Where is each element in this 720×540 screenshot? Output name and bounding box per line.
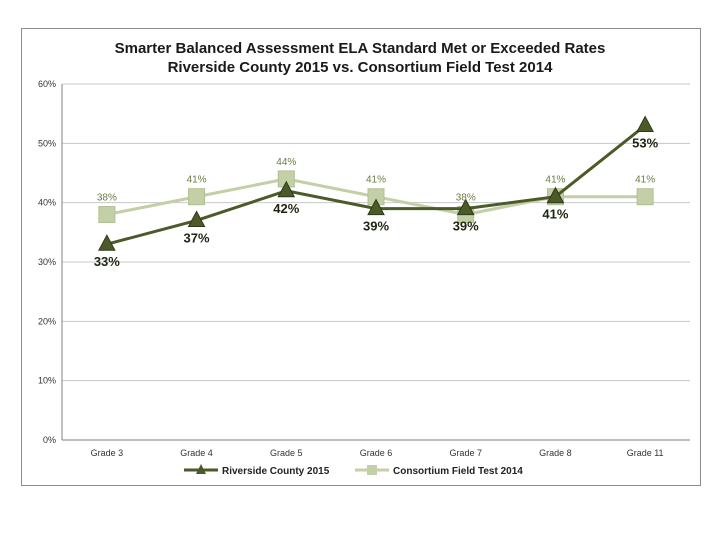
legend: Riverside County 2015 Consortium Field Te… xyxy=(184,464,523,477)
y-tick-label: 40% xyxy=(38,198,56,208)
legend-label-consortium: Consortium Field Test 2014 xyxy=(393,466,523,477)
x-tick-label: Grade 4 xyxy=(180,448,213,458)
x-tick-label: Grade 6 xyxy=(360,448,393,458)
point-riverside xyxy=(456,198,475,216)
chart-subtitle: Riverside County 2015 vs. Consortium Fie… xyxy=(168,59,554,76)
data-label-consortium: 44% xyxy=(276,157,296,168)
point-riverside xyxy=(187,210,206,227)
x-tick-label: Grade 5 xyxy=(270,448,303,458)
point-riverside xyxy=(636,115,654,133)
point-consortium xyxy=(188,188,206,206)
y-tick-label: 0% xyxy=(43,435,56,445)
x-tick-label: Grade 7 xyxy=(449,448,482,458)
data-label-consortium: 41% xyxy=(366,175,386,186)
gridlines xyxy=(61,83,690,441)
data-label-riverside: 39% xyxy=(363,219,389,234)
legend-marker-consortium xyxy=(367,465,377,475)
y-tick-label: 30% xyxy=(38,257,56,267)
point-consortium xyxy=(636,188,654,206)
data-label-riverside: 42% xyxy=(273,201,299,216)
data-label-riverside: 33% xyxy=(94,254,120,269)
data-label-riverside: 37% xyxy=(184,230,210,245)
y-tick-label: 20% xyxy=(38,316,56,326)
data-label-consortium: 38% xyxy=(97,193,117,204)
x-tick-label: Grade 3 xyxy=(91,448,124,458)
point-riverside xyxy=(546,186,565,204)
point-consortium xyxy=(98,206,116,224)
point-riverside xyxy=(277,180,296,198)
y-tick-label: 50% xyxy=(38,138,56,148)
data-label-consortium: 41% xyxy=(635,175,655,186)
x-tick-label: Grade 11 xyxy=(627,448,664,458)
legend-marker-riverside xyxy=(196,464,206,474)
x-tick-label: Grade 8 xyxy=(539,448,572,458)
data-label-consortium: 41% xyxy=(187,175,207,186)
x-axis-ticks: Grade 3 Grade 4 Grade 5 Grade 6 Grade 7 Grade… xyxy=(91,448,664,458)
data-label-consortium: 41% xyxy=(545,175,565,186)
point-riverside xyxy=(98,234,116,251)
point-riverside xyxy=(367,198,385,216)
y-tick-label: 10% xyxy=(38,376,56,386)
chart-frame xyxy=(21,28,701,486)
y-tick-label: 60% xyxy=(38,79,56,89)
data-label-riverside: 53% xyxy=(632,136,658,151)
y-axis-ticks: 0% 10% 20% 30% 40% 50% 60% xyxy=(38,79,56,445)
legend-label-riverside: Riverside County 2015 xyxy=(222,466,330,477)
data-labels: 38% 41% 44% 41% 38% 41% 41% 33% 37% 42% 39% 39% 41% 5… xyxy=(94,136,659,270)
chart-title: Smarter Balanced Assessment ELA Standard… xyxy=(115,40,606,57)
data-label-riverside: 39% xyxy=(453,219,479,234)
series-layer xyxy=(98,115,654,251)
data-label-consortium: 38% xyxy=(456,193,476,204)
data-label-riverside: 41% xyxy=(542,207,568,222)
